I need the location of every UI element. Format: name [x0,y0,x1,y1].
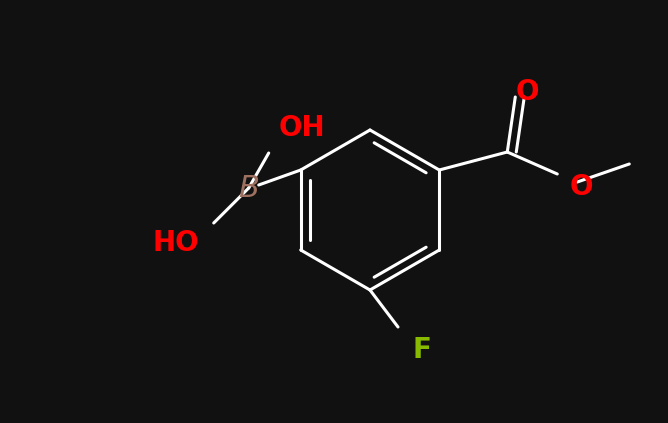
Text: F: F [413,336,432,364]
Text: B: B [238,173,259,203]
Text: O: O [570,173,593,201]
Text: HO: HO [152,229,199,257]
Text: OH: OH [279,114,325,142]
Text: O: O [516,78,539,106]
